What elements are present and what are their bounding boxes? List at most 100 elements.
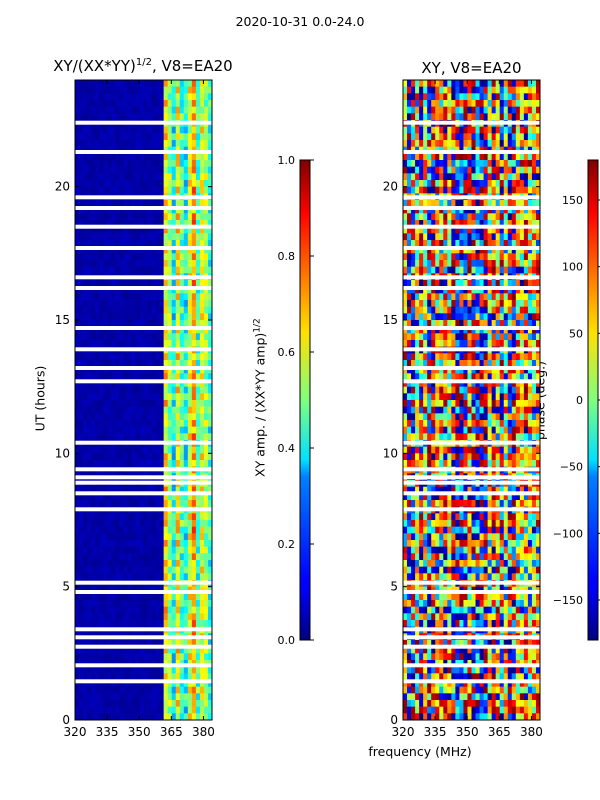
amp-heat-cell <box>107 540 112 548</box>
amp-heat-cell <box>91 420 96 428</box>
amp-heat-cell <box>115 593 120 601</box>
phase-heat-cell <box>495 326 501 334</box>
amp-heat-cell <box>103 393 108 401</box>
phase-heat-cell <box>531 393 537 401</box>
amp-heat-cell <box>195 380 201 388</box>
phase-heat-cell <box>427 386 432 394</box>
phase-heat-cell <box>455 300 460 308</box>
amp-heat-cell <box>79 126 84 134</box>
amp-heat-cell <box>123 253 128 261</box>
amp-heat-cell <box>111 706 116 714</box>
amp-heat-cell <box>195 153 201 161</box>
phase-heat-cell <box>427 226 432 234</box>
amp-heat-cell <box>159 180 165 188</box>
phase-heat-cell <box>507 140 513 148</box>
amp-heat-cell <box>83 226 88 234</box>
phase-heat-cell <box>419 80 424 88</box>
phase-heat-cell <box>487 213 493 221</box>
amp-heat-cell <box>195 573 201 581</box>
amp-heat-cell <box>135 320 140 328</box>
amp-heat-cell <box>83 533 88 541</box>
phase-heat-cell <box>511 186 517 194</box>
amp-heat-cell <box>123 200 128 208</box>
amp-heat-cell <box>115 446 120 454</box>
phase-heat-cell <box>427 266 432 274</box>
phase-heat-cell <box>483 340 489 348</box>
amp-heat-cell <box>159 366 165 374</box>
amp-heat-cell <box>147 386 152 394</box>
amp-heat-cell <box>83 693 88 701</box>
phase-heat-cell <box>519 313 525 321</box>
phase-heat-cell <box>475 233 480 241</box>
amp-heat-cell <box>147 713 152 721</box>
phase-heat-cell <box>487 406 493 414</box>
amp-heat-cell <box>159 233 165 241</box>
amp-heat-cell <box>207 226 213 234</box>
phase-heat-cell <box>443 253 448 261</box>
amp-heat-cell <box>115 173 120 181</box>
amp-heat-cell <box>183 106 189 114</box>
phase-heat-cell <box>519 233 525 241</box>
phase-heat-cell <box>523 253 529 261</box>
amp-heat-cell <box>159 266 165 274</box>
amp-heat-cell <box>151 553 156 561</box>
amp-heat-cell <box>95 200 100 208</box>
amp-heat-cell <box>163 373 169 381</box>
amp-heat-cell <box>151 266 156 274</box>
amp-heat-cell <box>91 426 96 434</box>
phase-heat-cell <box>535 286 541 294</box>
phase-heat-cell <box>447 93 452 101</box>
phase-heat-cell <box>427 133 432 141</box>
amp-heat-cell <box>195 166 201 174</box>
phase-heat-cell <box>451 246 456 254</box>
phase-heat-cell <box>503 226 509 234</box>
phase-heat-cell <box>439 126 444 134</box>
amp-heat-cell <box>95 240 100 248</box>
phase-heat-cell <box>475 313 480 321</box>
amp-heat-cell <box>127 426 132 434</box>
amp-heat-cell <box>91 693 96 701</box>
amp-heat-cell <box>139 353 144 361</box>
phase-heat-cell <box>479 220 484 228</box>
phase-heat-cell <box>475 86 480 94</box>
phase-heat-cell <box>439 100 444 108</box>
amp-heat-cell <box>171 373 177 381</box>
phase-heat-cell <box>427 260 432 268</box>
phase-heat-cell <box>487 393 493 401</box>
amp-heat-cell <box>79 693 84 701</box>
phase-heat-cell <box>407 166 412 174</box>
amp-heat-cell <box>103 420 108 428</box>
amp-heat-cell <box>199 260 205 268</box>
amp-heat-cell <box>183 413 189 421</box>
phase-heat-cell <box>443 333 448 341</box>
amp-heat-cell <box>191 213 197 221</box>
amp-heat-cell <box>171 100 177 108</box>
amp-heat-cell <box>147 233 152 241</box>
amp-heat-cell <box>127 520 132 528</box>
amp-heat-cell <box>191 513 197 521</box>
phase-heat-cell <box>407 286 412 294</box>
amp-heat-cell <box>199 266 205 274</box>
amp-heat-cell <box>151 426 156 434</box>
amp-heat-cell <box>131 153 136 161</box>
amp-heat-cell <box>127 126 132 134</box>
amp-heat-cell <box>99 366 104 374</box>
amp-heat-cell <box>163 566 169 574</box>
amp-heat-cell <box>79 313 84 321</box>
phase-heat-cell <box>451 306 456 314</box>
amp-heat-cell <box>99 140 104 148</box>
amp-heat-cell <box>199 313 205 321</box>
amp-heat-cell <box>123 406 128 414</box>
amp-heat-cell <box>91 373 96 381</box>
amp-heat-cell <box>163 153 169 161</box>
phase-heat-cell <box>503 166 509 174</box>
phase-heat-cell <box>519 306 525 314</box>
amp-heat-cell <box>95 706 100 714</box>
amp-heat-cell <box>103 140 108 148</box>
amp-heat-cell <box>107 86 112 94</box>
amp-heat-cell <box>135 260 140 268</box>
phase-heat-cell <box>435 286 440 294</box>
phase-heat-cell <box>467 380 472 388</box>
amp-heat-cell <box>107 593 112 601</box>
phase-heat-cell <box>515 126 521 134</box>
